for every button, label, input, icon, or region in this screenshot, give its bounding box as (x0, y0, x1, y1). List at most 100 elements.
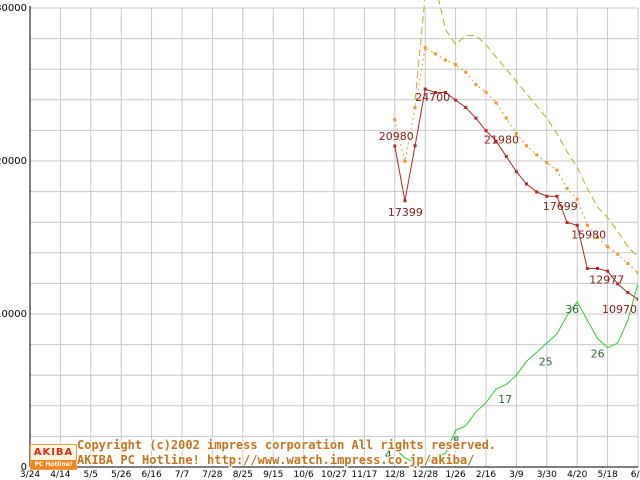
marker-average-price (636, 271, 638, 275)
marker-average-price (545, 161, 549, 165)
data-label-21980: 21980 (484, 134, 519, 147)
marker-lowest-price (494, 139, 498, 143)
marker-average-price (626, 262, 630, 266)
marker-average-price (413, 105, 417, 109)
x-axis-labels: 3/24 4/14 5/5 5/26 6/16 7/7 7/28 8/25 9/15 10/6 10… (20, 470, 640, 480)
x-tick-label: 8/25 (233, 470, 253, 480)
data-label-26: 26 (591, 348, 605, 361)
marker-average-price (494, 101, 498, 105)
marker-lowest-price (535, 190, 539, 194)
marker-lowest-price (555, 194, 559, 198)
marker-average-price (565, 187, 569, 191)
gridlines (29, 7, 639, 467)
marker-lowest-price (403, 199, 407, 203)
marker-average-price (484, 90, 488, 94)
data-label-17: 17 (498, 393, 512, 406)
marker-average-price (403, 159, 407, 163)
pc-hotline-logo-text: PC Hotline! (31, 460, 76, 469)
copyright-line2: AKIBA PC Hotline! http://www.watch.impre… (77, 453, 475, 467)
data-label-25: 25 (539, 355, 553, 368)
akiba-logo: AKIBA PC Hotline! (30, 444, 77, 470)
marker-average-price (433, 52, 437, 56)
x-tick-label: 12/8 (385, 470, 405, 480)
x-tick-label: 9/15 (263, 470, 283, 480)
marker-average-price (504, 116, 508, 120)
y-tick-label: 20000 (0, 156, 27, 167)
akiba-logo-text: AKIBA (33, 447, 74, 458)
x-tick-label: 4/20 (567, 470, 587, 480)
marker-lowest-price (636, 297, 638, 301)
marker-lowest-price (454, 98, 458, 102)
marker-average-price (514, 131, 518, 135)
marker-average-price (464, 70, 468, 74)
marker-lowest-price (616, 282, 620, 286)
x-tick-label: 6/16 (141, 470, 161, 480)
marker-lowest-price (626, 291, 630, 295)
marker-average-price (606, 245, 610, 249)
data-label-17399: 17399 (388, 206, 423, 219)
marker-lowest-price (595, 266, 599, 270)
marker-average-price (555, 168, 559, 172)
copyright-notice: Copyright (c)2002 impress corporation Al… (77, 438, 496, 468)
marker-lowest-price (433, 90, 437, 94)
marker-lowest-price (474, 116, 478, 120)
x-tick-label: 12/28 (412, 470, 438, 480)
series-lines (393, 0, 638, 463)
marker-average-price (454, 63, 458, 67)
marker-lowest-price (565, 221, 569, 225)
marker-lowest-price (606, 269, 610, 273)
x-tick-label: 3/30 (537, 470, 557, 480)
data-label-4: 4 (385, 449, 392, 462)
data-labels: 20980 17399 24700 21980 17699 15980 12977 10970… (379, 91, 637, 462)
x-tick-label: 7/7 (175, 470, 189, 480)
y-tick-label: 10000 (0, 309, 27, 320)
marker-lowest-price (585, 266, 589, 270)
x-tick-label: 1/26 (445, 470, 465, 480)
data-label-15980: 15980 (571, 229, 606, 242)
x-tick-label: 11/17 (351, 470, 377, 480)
marker-lowest-price (413, 144, 417, 148)
marker-average-price (525, 144, 529, 148)
marker-lowest-price (525, 182, 529, 186)
x-tick-label: 5/26 (111, 470, 131, 480)
data-label-24700: 24700 (415, 91, 450, 104)
y-axis-labels: 0 10000 20000 30000 (0, 3, 27, 473)
data-label-12977: 12977 (589, 274, 624, 287)
marker-average-price (423, 46, 427, 50)
marker-average-price (443, 58, 447, 62)
x-tick-label: 10/27 (321, 470, 347, 480)
series-highest-price (414, 0, 638, 258)
data-label-10970: 10970 (602, 303, 637, 316)
marker-average-price (595, 236, 599, 239)
marker-average-price (575, 197, 579, 201)
series-shop-count (394, 283, 638, 463)
x-tick-label: 7/28 (202, 470, 222, 480)
x-tick-label: 10/6 (293, 470, 313, 480)
axes (29, 6, 638, 468)
marker-lowest-price (393, 144, 397, 148)
x-tick-label: 4/14 (50, 470, 70, 480)
data-label-17699: 17699 (543, 200, 578, 213)
x-tick-label: 6/8 (631, 470, 640, 480)
marker-average-price (474, 83, 478, 86)
x-tick-label: 2/16 (476, 470, 496, 480)
data-label-20980: 20980 (379, 130, 414, 143)
x-tick-label: 5/5 (84, 470, 98, 480)
data-label-8: 8 (453, 434, 460, 447)
marker-lowest-price (514, 170, 518, 174)
marker-lowest-price (464, 105, 468, 109)
data-label-36: 36 (565, 303, 579, 316)
marker-average-price (393, 118, 397, 122)
marker-lowest-price (575, 223, 579, 227)
copyright-line1: Copyright (c)2002 impress corporation Al… (77, 438, 497, 452)
y-tick-label: 30000 (0, 3, 27, 14)
x-tick-label: 3/24 (20, 470, 40, 480)
marker-lowest-price (504, 154, 508, 158)
y-tick-label: 0 (21, 462, 27, 473)
x-tick-label: 5/18 (597, 470, 617, 480)
marker-average-price (616, 252, 620, 256)
marker-lowest-price (484, 129, 488, 133)
marker-lowest-price (545, 194, 549, 198)
x-tick-label: 3/9 (509, 470, 524, 480)
